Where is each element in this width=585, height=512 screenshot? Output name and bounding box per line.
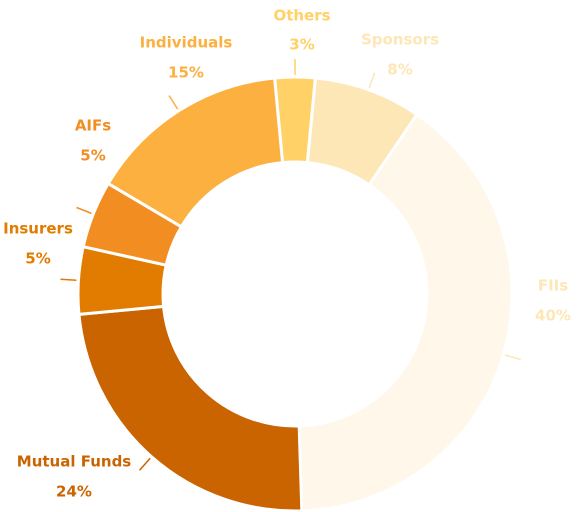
segment-label: Others: [273, 7, 330, 25]
value-label: 8%: [387, 61, 412, 79]
segment-label: Sponsors: [361, 31, 439, 49]
segment-label: Mutual Funds: [17, 453, 132, 471]
segment-label: Individuals: [140, 34, 233, 52]
value-label: 40%: [535, 307, 571, 325]
leader-line: [168, 95, 179, 110]
leader-line: [60, 278, 77, 281]
value-label: 5%: [25, 250, 50, 268]
value-label: 3%: [289, 36, 314, 54]
donut-segment: [106, 76, 285, 229]
segment-label: Insurers: [3, 220, 73, 238]
leader-line: [505, 354, 521, 361]
leader-line: [139, 457, 151, 471]
leader-line: [76, 206, 92, 215]
segment-label: FIIs: [538, 277, 568, 295]
value-label: 15%: [168, 64, 204, 82]
value-label: 24%: [56, 483, 92, 501]
value-label: 5%: [80, 147, 105, 165]
donut-segment: [77, 304, 304, 512]
donut-segment: [297, 113, 514, 512]
segment-label: AIFs: [75, 117, 111, 135]
leader-line: [368, 72, 376, 89]
